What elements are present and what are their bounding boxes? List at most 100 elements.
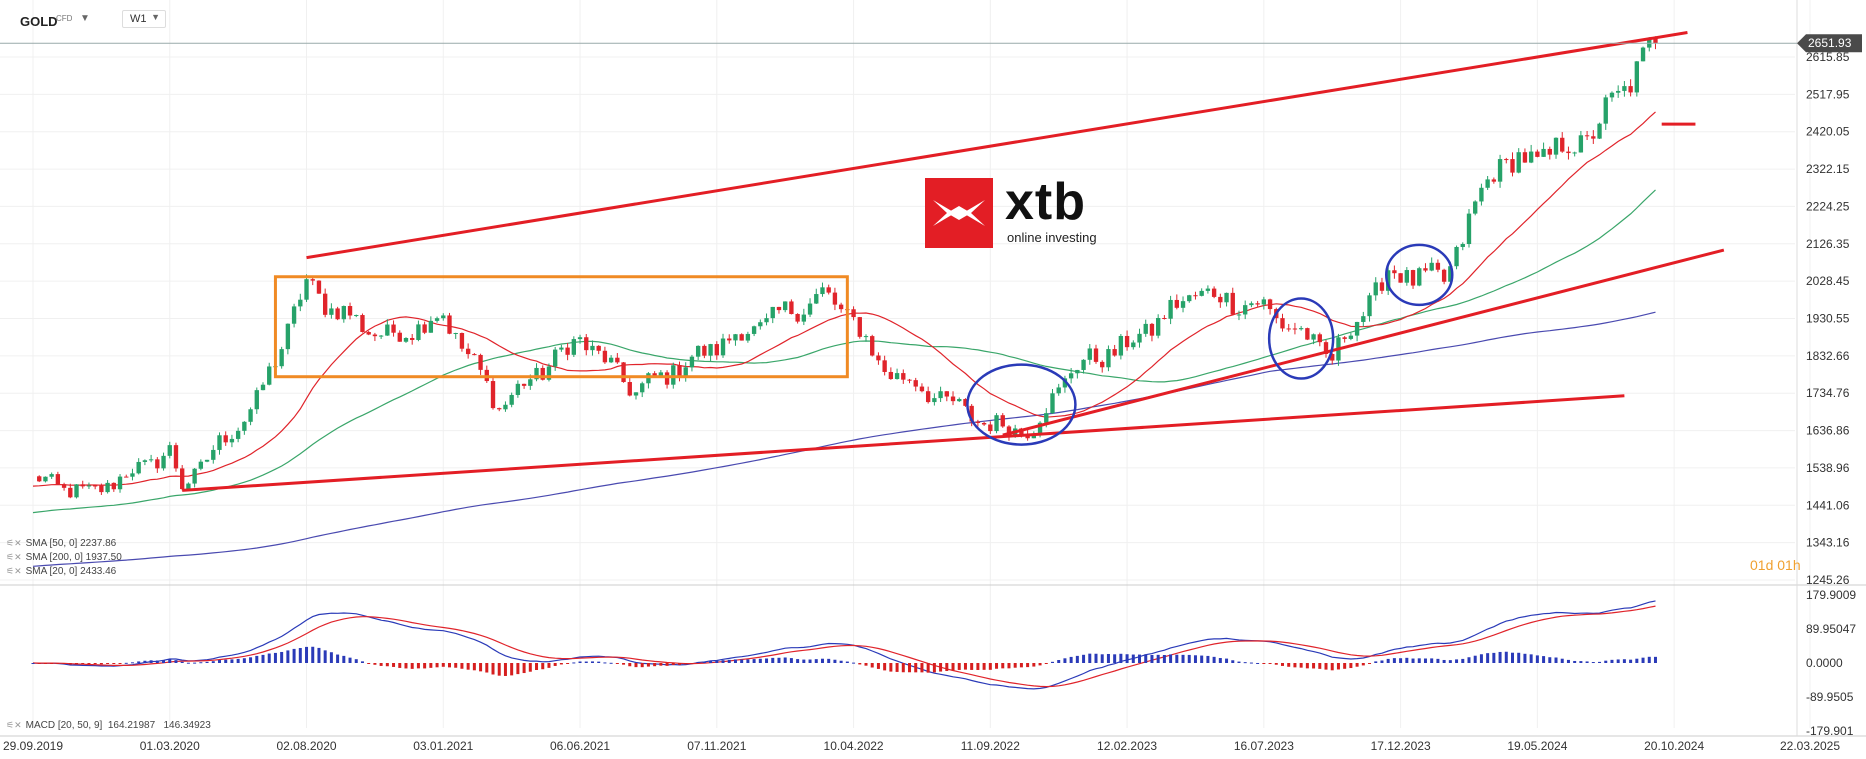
macd-histogram-bar — [895, 663, 899, 672]
macd-histogram-bar — [224, 659, 228, 663]
candle-body — [1385, 270, 1391, 291]
macd-histogram-bar — [1212, 656, 1216, 663]
candle-body — [1454, 246, 1459, 267]
candle-body — [310, 279, 315, 281]
x-tick-label: 16.07.2023 — [1234, 739, 1294, 753]
x-tick-label: 20.10.2024 — [1644, 739, 1704, 753]
candle-body — [117, 476, 123, 490]
candle-body — [1367, 295, 1372, 317]
macd-histogram-bar — [1442, 659, 1446, 663]
legend-macd[interactable]: ⚟✕ MACD [20, 50, 9] 164.21987 146.34923 — [6, 720, 211, 731]
candle-body — [932, 398, 937, 403]
x-tick-label: 29.09.2019 — [3, 739, 63, 753]
macd-histogram-bar — [1529, 654, 1533, 663]
legend-sma20[interactable]: ⚟✕ SMA [20, 0] 2433.46 — [6, 566, 116, 577]
candle-body — [204, 459, 210, 462]
macd-tick-label: 89.95047 — [1806, 622, 1856, 636]
candle-body — [664, 372, 670, 385]
macd-histogram-bar — [1579, 661, 1583, 663]
candle-body — [1236, 314, 1242, 316]
rising-support-line — [1002, 248, 1725, 437]
legend-sma50[interactable]: ⚟✕ SMA [50, 0] 2237.86 — [6, 538, 116, 549]
candle-body — [385, 324, 390, 336]
macd-histogram-bar — [311, 646, 315, 663]
macd-histogram-bar — [367, 663, 371, 664]
candle-body — [988, 424, 993, 432]
candle-body — [1000, 415, 1005, 427]
macd-histogram-bar — [1436, 658, 1440, 663]
y-tick-label: 1538.96 — [1806, 461, 1850, 475]
macd-histogram-bar — [1368, 663, 1372, 664]
close-icon[interactable]: ⚟✕ — [6, 552, 22, 562]
macd-histogram-bar — [205, 661, 209, 663]
macd-histogram-bar — [1542, 656, 1546, 663]
macd-histogram-bar — [516, 663, 520, 675]
logo-tagline: online investing — [1007, 230, 1097, 245]
candle-body — [714, 344, 719, 356]
macd-histogram-bar — [584, 661, 588, 663]
lower-support-line — [182, 394, 1625, 492]
candle-body — [1566, 151, 1571, 154]
candle-body — [708, 344, 713, 356]
candle-body — [826, 287, 831, 293]
macd-histogram-bar — [106, 663, 110, 664]
macd-histogram-bar — [292, 648, 296, 663]
macd-histogram-bar — [1479, 654, 1483, 663]
candle-body — [739, 334, 744, 341]
candle-body — [335, 308, 340, 320]
macd-histogram-bar — [1473, 655, 1477, 663]
chevron-down-icon[interactable]: ▼ — [80, 13, 90, 24]
legend-sma200[interactable]: ⚟✕ SMA [200, 0] 1937.50 — [6, 552, 122, 563]
candle-body — [534, 367, 539, 380]
macd-histogram-bar — [1461, 658, 1465, 663]
candle-body — [291, 306, 297, 324]
macd-histogram-bar — [1249, 662, 1253, 664]
macd-histogram-bar — [709, 660, 713, 663]
candle-body — [975, 421, 981, 423]
candle-body — [1634, 61, 1640, 93]
candle-body — [1112, 349, 1117, 356]
macd-histogram-bar — [1399, 658, 1403, 663]
macd-histogram-bar — [609, 662, 613, 664]
macd-histogram-bar — [920, 663, 924, 673]
macd-histogram-bar — [479, 663, 483, 672]
close-icon[interactable]: ⚟✕ — [6, 538, 22, 548]
close-icon[interactable]: ⚟✕ — [6, 720, 22, 730]
macd-histogram-bar — [255, 655, 259, 663]
macd-histogram-bar — [970, 663, 974, 670]
symbol-name[interactable]: GOLD — [20, 14, 58, 29]
macd-histogram-bar — [572, 662, 576, 664]
macd-histogram-bar — [559, 663, 563, 665]
candle-body — [901, 373, 906, 380]
macd-histogram-bar — [603, 662, 607, 664]
candle-body — [981, 422, 987, 425]
macd-histogram-bar — [1243, 662, 1247, 664]
macd-histogram-bar — [1423, 658, 1427, 663]
macd-histogram-bar — [634, 663, 638, 668]
candle-body — [671, 365, 676, 385]
macd-histogram-bar — [81, 663, 85, 665]
y-tick-label: 2322.15 — [1806, 162, 1850, 176]
candle-body — [1323, 342, 1329, 354]
candle-body — [161, 455, 166, 469]
sma200-line — [32, 311, 1656, 567]
y-tick-label: 2224.25 — [1806, 199, 1850, 213]
interval-select[interactable]: W1 ▼ — [122, 10, 166, 28]
macd-histogram-bar — [1287, 663, 1291, 667]
x-tick-label: 22.03.2025 — [1780, 739, 1840, 753]
candle-body — [957, 399, 962, 402]
candle-body — [801, 314, 807, 322]
macd-line — [32, 600, 1656, 690]
candle-body — [1553, 137, 1559, 155]
candle-body — [925, 391, 931, 403]
macd-histogram-bar — [870, 663, 874, 668]
candle-body — [1504, 159, 1509, 161]
close-icon[interactable]: ⚟✕ — [6, 566, 22, 576]
candle-body — [627, 382, 632, 396]
macd-histogram-bar — [1467, 657, 1471, 663]
macd-histogram-bar — [441, 663, 445, 667]
candle-body — [434, 318, 440, 321]
macd-histogram-bar — [62, 663, 66, 664]
candle-body — [37, 476, 42, 482]
